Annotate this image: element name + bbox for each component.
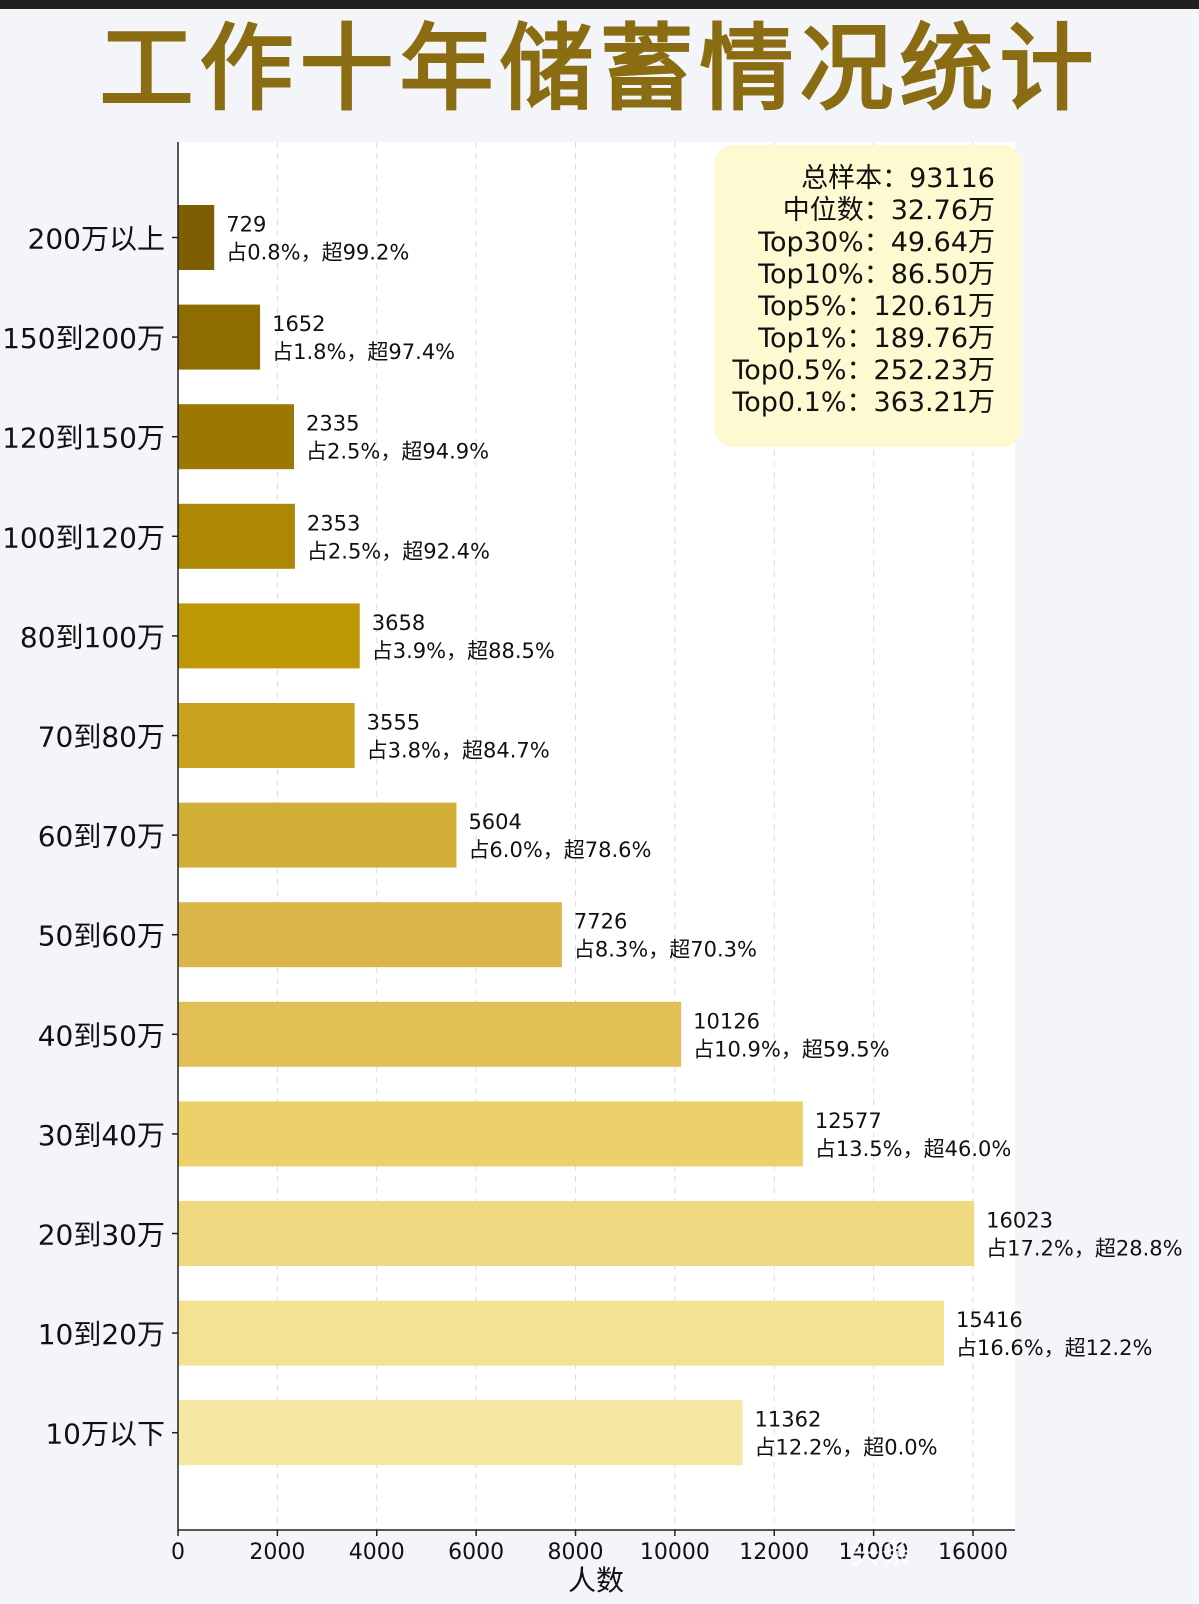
category-label: 50到60万 [38, 920, 165, 953]
bar [178, 703, 355, 768]
bars [178, 205, 975, 1466]
summary-median: 中位数：32.76万 [782, 195, 995, 226]
category-label: 10到20万 [38, 1318, 165, 1351]
bar [178, 1400, 743, 1466]
x-tick-label: 0 [171, 1540, 185, 1565]
x-tick-label: 2000 [249, 1540, 305, 1565]
share-label: 占10.9%，超59.5% [693, 1037, 889, 1061]
share-label: 占13.5%，超46.0% [815, 1137, 1011, 1161]
category-label: 80到100万 [20, 621, 165, 654]
value-label: 1652 [272, 312, 325, 336]
summary-top0-5: Top0.5%：252.23万 [732, 355, 995, 386]
category-label: 200万以上 [28, 223, 165, 256]
x-tick-label: 8000 [548, 1540, 604, 1565]
value-label: 2353 [307, 511, 360, 535]
share-label: 占0.8%，超99.2% [226, 241, 409, 265]
summary-top0-1: Top0.1%：363.21万 [732, 387, 995, 418]
value-label: 16023 [986, 1209, 1053, 1233]
category-label: 120到150万 [2, 422, 165, 455]
bar [178, 304, 261, 370]
category-label: 150到200万 [2, 322, 165, 355]
bar [178, 802, 457, 868]
summary-top30: Top30%：49.64万 [758, 227, 995, 258]
summary-box: 总样本：93116 中位数：32.76万 Top30%：49.64万 Top10… [715, 145, 1021, 447]
value-label: 3658 [372, 611, 425, 635]
share-label: 占8.3%，超70.3% [574, 938, 757, 962]
share-label: 占12.2%，超0.0% [755, 1436, 938, 1460]
share-label: 占2.5%，超94.9% [306, 440, 489, 464]
value-label: 11362 [755, 1408, 822, 1432]
category-label: 10万以下 [45, 1418, 165, 1451]
category-label: 60到70万 [38, 820, 165, 853]
category-label: 30到40万 [38, 1119, 165, 1152]
x-tick-label: 14000 [839, 1540, 909, 1565]
category-label: 70到80万 [38, 721, 165, 754]
category-label: 20到30万 [38, 1219, 165, 1252]
bar [178, 503, 295, 569]
x-axis-label: 人数 [568, 1564, 624, 1597]
summary-total: 总样本：93116 [801, 163, 995, 194]
page-title: 工作十年储蓄情况统计 [99, 15, 1100, 124]
share-label: 占1.8%，超97.4% [272, 340, 455, 364]
value-label: 729 [226, 213, 266, 237]
labels: 200万以上 729 占0.8%，超99.2% 150到200万 1652 占1.8%，超… [2, 213, 1182, 1598]
summary-top10: Top10%：86.50万 [758, 259, 995, 290]
bar [178, 1300, 944, 1366]
bar [178, 1201, 975, 1266]
share-label: 占2.5%，超92.4% [307, 539, 490, 563]
value-label: 5604 [468, 810, 521, 834]
x-tick-label: 6000 [448, 1540, 504, 1565]
bar [178, 603, 360, 669]
value-label: 2335 [306, 412, 359, 436]
share-label: 占16.6%，超12.2% [956, 1336, 1152, 1360]
share-label: 占17.2%，超28.8% [986, 1237, 1182, 1261]
summary-top5: Top5%：120.61万 [758, 291, 995, 322]
x-tick-label: 4000 [349, 1540, 405, 1565]
value-label: 7726 [574, 910, 627, 934]
x-tick-label: 16000 [938, 1540, 1008, 1565]
bar [178, 902, 562, 968]
value-label: 3555 [367, 711, 420, 735]
x-tick-label: 12000 [739, 1540, 809, 1565]
share-label: 占6.0%，超78.6% [468, 838, 651, 862]
bar [178, 404, 295, 470]
category-label: 40到50万 [38, 1019, 165, 1052]
bar [178, 205, 215, 270]
value-label: 10126 [693, 1009, 760, 1033]
bar [178, 1001, 682, 1067]
share-label: 占3.9%，超88.5% [372, 639, 555, 663]
value-label: 12577 [815, 1109, 882, 1133]
top-bar [0, 0, 1199, 9]
value-label: 15416 [956, 1308, 1023, 1332]
x-tick-label: 10000 [640, 1540, 710, 1565]
watermark: 头条 [850, 1536, 914, 1571]
category-label: 100到120万 [2, 521, 165, 554]
summary-top1: Top1%：189.76万 [758, 323, 995, 354]
share-label: 占3.8%，超84.7% [367, 739, 550, 763]
bar [178, 1101, 803, 1167]
axes [172, 142, 1015, 1536]
